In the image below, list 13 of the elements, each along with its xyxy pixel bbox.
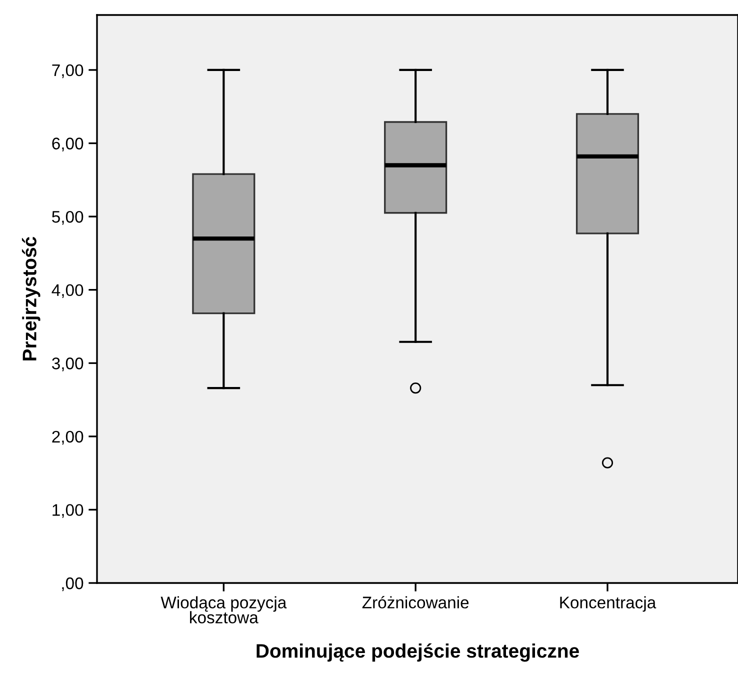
y-tick-label: 4,00 (52, 284, 84, 298)
x-tick-label: Wiodąca pozycja kosztowa (160, 596, 287, 624)
x-axis-title: Dominujące podejście strategiczne (256, 643, 579, 662)
x-tick-label: Koncentracja (560, 596, 656, 612)
y-axis-title: Przejrzystość (22, 236, 40, 360)
y-tick-label: 6,00 (52, 138, 84, 152)
y-tick-label: ,00 (62, 577, 84, 592)
y-tick-label: 2,00 (52, 430, 84, 445)
y-tick-label: 7,00 (52, 64, 84, 78)
y-tick-label: 3,00 (52, 358, 84, 372)
y-tick-label: 5,00 (52, 210, 84, 225)
y-tick-label: 1,00 (52, 504, 84, 518)
x-tick-label: Zróżnicowanie (362, 596, 469, 608)
